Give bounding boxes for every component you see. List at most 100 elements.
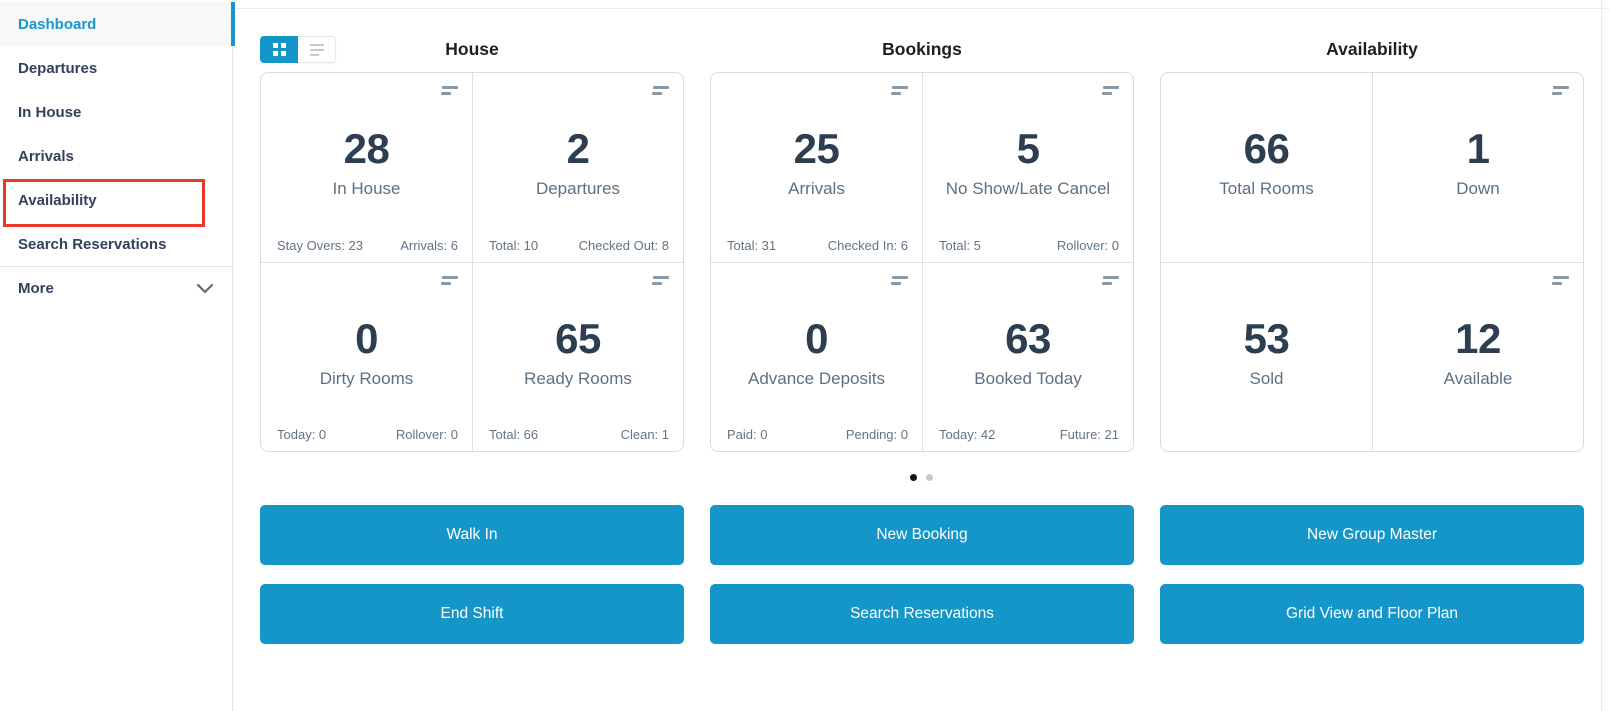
stat-label: Total Rooms — [1219, 179, 1314, 198]
section-availability: Availability 66 Total Rooms 1 Down 53 So… — [1160, 9, 1584, 452]
bookings-actions: New Booking Search Reservations — [710, 505, 1134, 644]
availability-card-group: 66 Total Rooms 1 Down 53 Sold 12 Availab… — [1160, 72, 1584, 452]
stat-footer: Total: 31 Checked In: 6 — [727, 238, 908, 253]
stat-label: Available — [1443, 369, 1513, 388]
stat-footer: Paid: 0 Pending: 0 — [727, 427, 908, 442]
stat-label: Arrivals — [788, 179, 845, 198]
card-in-house[interactable]: 28 In House Stay Overs: 23 Arrivals: 6 — [261, 73, 472, 262]
stats-menu-icon[interactable] — [1552, 276, 1569, 285]
stat-detail-left: Today: 42 — [939, 427, 996, 442]
stat-footer: Today: 42 Future: 21 — [939, 427, 1119, 442]
stats-menu-icon[interactable] — [1102, 276, 1119, 285]
card-down[interactable]: 1 Down — [1372, 73, 1583, 262]
section-house: House 28 In House Stay Overs: 23 Arrival… — [260, 9, 684, 452]
search-reservations-button[interactable]: Search Reservations — [710, 584, 1134, 644]
end-shift-button[interactable]: End Shift — [260, 584, 684, 644]
card-booked-today[interactable]: 63 Booked Today Today: 42 Future: 21 — [922, 262, 1133, 451]
stat-label: No Show/Late Cancel — [945, 179, 1111, 198]
house-card-group: 28 In House Stay Overs: 23 Arrivals: 6 2… — [260, 72, 684, 452]
list-view-glyph — [309, 43, 324, 56]
page-dot-2[interactable] — [926, 474, 933, 481]
sidebar-item-arrivals[interactable]: Arrivals — [0, 134, 232, 178]
house-actions: Walk In End Shift — [260, 505, 684, 644]
stat-detail-left: Total: 66 — [489, 427, 539, 442]
stat-value: 0 — [355, 315, 378, 362]
stats-menu-icon[interactable] — [891, 276, 908, 285]
section-title: Availability — [1326, 39, 1418, 59]
stat-label: Ready Rooms — [524, 369, 632, 388]
stats-menu-icon[interactable] — [652, 276, 669, 285]
stat-detail-right: Clean: 1 — [620, 427, 669, 442]
sidebar-item-label: In House — [18, 103, 82, 121]
sidebar-item-label: Search Reservations — [18, 235, 167, 253]
sidebar-item-search-reservations[interactable]: Search Reservations — [0, 222, 232, 266]
walk-in-button[interactable]: Walk In — [260, 505, 684, 565]
stats-menu-icon[interactable] — [441, 86, 458, 95]
sidebar-item-dashboard[interactable]: Dashboard — [0, 2, 235, 46]
stat-detail-left: Total: 5 — [939, 238, 981, 253]
stat-detail-left: Paid: 0 — [727, 427, 768, 442]
stat-footer: Today: 0 Rollover: 0 — [277, 427, 458, 442]
section-bookings: Bookings 25 Arrivals Total: 31 Checked I… — [710, 9, 1134, 452]
grid-view-floor-plan-button[interactable]: Grid View and Floor Plan — [1160, 584, 1584, 644]
card-arrivals[interactable]: 25 Arrivals Total: 31 Checked In: 6 — [711, 73, 922, 262]
availability-actions: New Group Master Grid View and Floor Pla… — [1160, 505, 1584, 644]
stat-label: Booked Today — [974, 369, 1082, 388]
list-view-icon[interactable] — [298, 36, 336, 63]
stat-value: 66 — [1243, 125, 1290, 172]
stat-detail-right: Checked In: 6 — [827, 238, 908, 253]
stat-value: 28 — [343, 125, 390, 172]
card-total-rooms[interactable]: 66 Total Rooms — [1161, 73, 1372, 262]
grid-view-icon[interactable] — [260, 36, 298, 63]
card-dirty-rooms[interactable]: 0 Dirty Rooms Today: 0 Rollover: 0 — [261, 262, 472, 451]
stats-menu-icon[interactable] — [1552, 86, 1569, 95]
section-title: Bookings — [882, 39, 962, 59]
stat-detail-right: Arrivals: 6 — [400, 238, 458, 253]
view-toggle — [260, 36, 336, 63]
sidebar-item-more[interactable]: More — [0, 266, 232, 310]
sidebar-item-label: Arrivals — [18, 147, 74, 165]
card-sold[interactable]: 53 Sold — [1161, 262, 1372, 451]
new-group-master-button[interactable]: New Group Master — [1160, 505, 1584, 565]
stat-value: 63 — [1005, 315, 1051, 362]
stat-footer: Total: 66 Clean: 1 — [489, 427, 669, 442]
window-right-edge — [1601, 0, 1602, 711]
page-dot-1[interactable] — [910, 474, 917, 481]
stat-value: 65 — [555, 315, 601, 362]
stat-label: Departures — [535, 179, 621, 198]
sidebar-item-availability[interactable]: Availability — [0, 178, 232, 222]
stat-value: 53 — [1243, 315, 1290, 362]
card-ready-rooms[interactable]: 65 Ready Rooms Total: 66 Clean: 1 — [472, 262, 683, 451]
pagination-dots — [260, 474, 1583, 481]
sidebar-item-label: Dashboard — [18, 15, 97, 33]
stat-footer: Total: 10 Checked Out: 8 — [489, 238, 669, 253]
sidebar-item-in-house[interactable]: In House — [0, 90, 232, 134]
card-departures[interactable]: 2 Departures Total: 10 Checked Out: 8 — [472, 73, 683, 262]
stat-label: In House — [332, 179, 401, 198]
grid-view-glyph — [272, 43, 286, 56]
stat-label: Dirty Rooms — [319, 369, 414, 388]
stat-detail-right: Rollover: 0 — [1056, 238, 1119, 253]
sidebar: Dashboard Departures In House Arrivals A… — [0, 0, 235, 711]
card-no-show-late-cancel[interactable]: 5 No Show/Late Cancel Total: 5 Rollover:… — [922, 73, 1133, 262]
stats-menu-icon[interactable] — [1102, 86, 1119, 95]
stat-value: 2 — [566, 125, 590, 172]
stats-menu-icon[interactable] — [891, 86, 908, 95]
stat-detail-right: Checked Out: 8 — [578, 238, 669, 253]
section-title: House — [445, 39, 499, 59]
stat-detail-right: Future: 21 — [1059, 427, 1119, 442]
card-advance-deposits[interactable]: 0 Advance Deposits Paid: 0 Pending: 0 — [711, 262, 922, 451]
card-available[interactable]: 12 Available — [1372, 262, 1583, 451]
action-buttons: Walk In End Shift New Booking Search Res… — [260, 505, 1584, 644]
stat-detail-right: Pending: 0 — [845, 427, 908, 442]
sidebar-item-departures[interactable]: Departures — [0, 46, 232, 90]
new-booking-button[interactable]: New Booking — [710, 505, 1134, 565]
stat-footer: Stay Overs: 23 Arrivals: 6 — [277, 238, 458, 253]
sidebar-item-label: More — [18, 280, 54, 297]
stat-detail-left: Total: 31 — [727, 238, 777, 253]
stat-detail-right: Rollover: 0 — [395, 427, 458, 442]
stats-menu-icon[interactable] — [441, 276, 458, 285]
sidebar-item-label: Departures — [18, 59, 98, 77]
stat-label: Advance Deposits — [747, 369, 886, 388]
stats-menu-icon[interactable] — [652, 86, 669, 95]
